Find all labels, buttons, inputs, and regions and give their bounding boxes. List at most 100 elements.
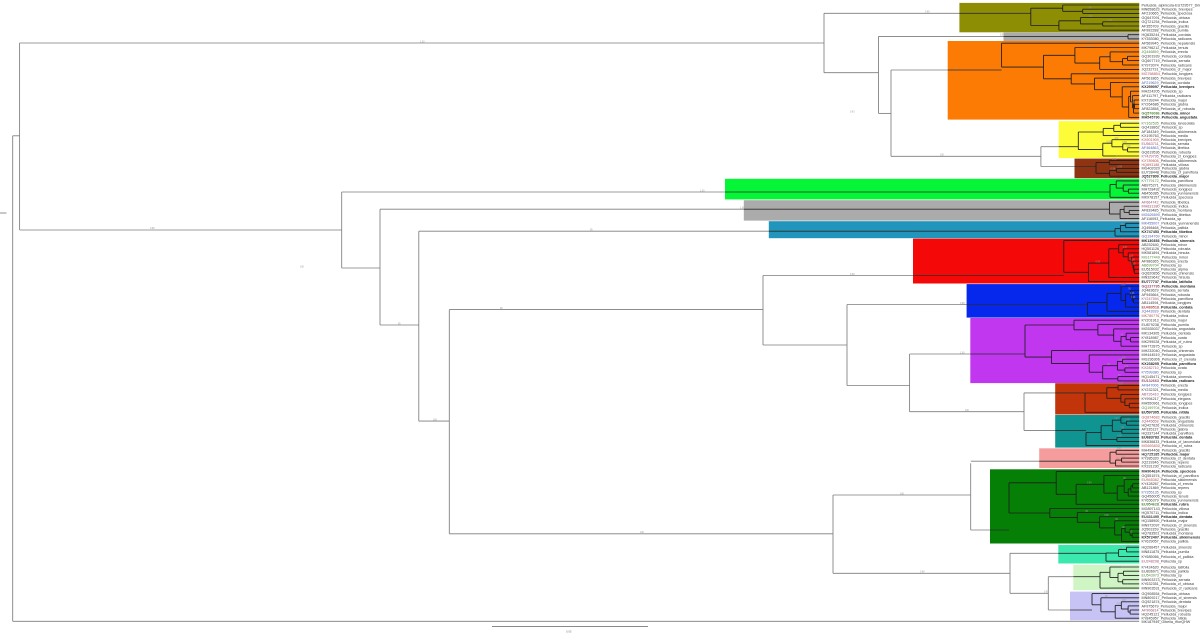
svg-text:GQ199704_Pellucida_indica: GQ199704_Pellucida_indica <box>1142 406 1190 410</box>
svg-text:MG897143_Pellucida_villosa: MG897143_Pellucida_villosa <box>1142 507 1191 511</box>
svg-text:AF464863_Pellucida_tibetica: AF464863_Pellucida_tibetica <box>1142 146 1191 150</box>
svg-text:KY428267_Pellucida_cf_erecta: KY428267_Pellucida_cf_erecta <box>1142 482 1194 486</box>
svg-text:0.98: 0.98 <box>960 303 965 305</box>
svg-text:0.87: 0.87 <box>1114 418 1119 420</box>
svg-text:JQ446859_Pellucida_erecta: JQ446859_Pellucida_erecta <box>1142 50 1189 54</box>
svg-text:MG177449_Pellucida_minor: MG177449_Pellucida_minor <box>1142 255 1189 259</box>
svg-text:MK134305_Pellucida_dentata: MK134305_Pellucida_dentata <box>1142 331 1192 335</box>
svg-text:MG626690_Pellucida_tibetica: MG626690_Pellucida_tibetica <box>1142 213 1192 217</box>
svg-text:0.99: 0.99 <box>1111 169 1116 171</box>
svg-text:0.99: 0.99 <box>1044 592 1049 594</box>
svg-text:0.99: 0.99 <box>1087 46 1092 48</box>
svg-text:GQ619536_Pellucida_robusta: GQ619536_Pellucida_robusta <box>1142 150 1192 154</box>
svg-text:0.98: 0.98 <box>1121 208 1126 210</box>
svg-text:0.87: 0.87 <box>1123 247 1128 249</box>
svg-text:MK978157_Pellucida_speciosa: MK978157_Pellucida_speciosa <box>1142 196 1194 200</box>
svg-text:EU879238_Pellucida_pumila: EU879238_Pellucida_pumila <box>1142 323 1190 327</box>
svg-text:GQ647091_Pellucida_obtusa: GQ647091_Pellucida_obtusa <box>1142 16 1191 20</box>
svg-text:1.00: 1.00 <box>1112 159 1117 161</box>
svg-text:KX739244_Pellucida_major: KX739244_Pellucida_major <box>1142 98 1188 102</box>
svg-text:0.99: 0.99 <box>1087 483 1092 485</box>
svg-text:MG693830_Pellucida_cf_rubra: MG693830_Pellucida_cf_rubra <box>1142 444 1194 448</box>
svg-text:EU777737_Pellucida_latifolia: EU777737_Pellucida_latifolia <box>1142 280 1194 284</box>
svg-text:KY845957_Pellucida_nitida: KY845957_Pellucida_nitida <box>1142 617 1188 621</box>
svg-text:KX259097_Pellucida_brevipes: KX259097_Pellucida_brevipes <box>1142 85 1195 89</box>
svg-text:0.99: 0.99 <box>1131 297 1136 299</box>
svg-text:KY429795_Pellucida_cf_longipes: KY429795_Pellucida_cf_longipes <box>1142 154 1197 158</box>
svg-text:EU543973_Pellucida_sp: EU543973_Pellucida_sp <box>1142 574 1182 578</box>
svg-text:0.98: 0.98 <box>1131 98 1136 100</box>
svg-text:1.00: 1.00 <box>700 190 705 192</box>
svg-text:95: 95 <box>1107 364 1110 366</box>
svg-text:KY656379_Pellucida_yunnanensis: KY656379_Pellucida_yunnanensis <box>1142 499 1199 503</box>
svg-text:MH831380_Pellucida_indica: MH831380_Pellucida_indica <box>1142 205 1190 209</box>
svg-text:KY247594_Pellucida_parviflora: KY247594_Pellucida_parviflora <box>1142 297 1194 301</box>
svg-text:MH772875_Pellucida_sp: MH772875_Pellucida_sp <box>1142 345 1183 349</box>
svg-text:AF906814_Pellucida_brevipes: AF906814_Pellucida_brevipes <box>1142 608 1192 612</box>
svg-text:GQ456005_Pellucida_tenuis: GQ456005_Pellucida_tenuis <box>1142 494 1189 498</box>
svg-text:GQ908554_Pellucida_obtusa: GQ908554_Pellucida_obtusa <box>1142 592 1191 596</box>
svg-text:MN972097_Pellucida_cf_sinensis: MN972097_Pellucida_cf_sinensis <box>1142 523 1198 527</box>
svg-text:EU683783_Pellucida_dentata: EU683783_Pellucida_dentata <box>1142 436 1194 440</box>
svg-text:KX747453_Pellucida_tibetica: KX747453_Pellucida_tibetica <box>1142 230 1194 234</box>
svg-text:100: 100 <box>1122 358 1127 360</box>
svg-text:MN329642_Pellucida_hirsuta: MN329642_Pellucida_hirsuta <box>1142 276 1191 280</box>
svg-text:HQ337144_Pellucida_parviflora: HQ337144_Pellucida_parviflora <box>1142 432 1195 436</box>
svg-text:100: 100 <box>1114 138 1119 140</box>
svg-text:98: 98 <box>1105 596 1108 598</box>
svg-text:1.00: 1.00 <box>420 41 425 43</box>
svg-text:0.93: 0.93 <box>1000 35 1005 37</box>
svg-text:100: 100 <box>1124 366 1129 368</box>
svg-text:0.93: 0.93 <box>1125 419 1130 421</box>
svg-text:1.00: 1.00 <box>1107 20 1112 22</box>
svg-text:GQ301939_Pellucida_cordata: GQ301939_Pellucida_cordata <box>1142 55 1192 59</box>
svg-text:HQ835244_Pellucida_cordata: HQ835244_Pellucida_cordata <box>1142 33 1192 37</box>
svg-text:MK455007_Pellucida_yunnanensis: MK455007_Pellucida_yunnanensis <box>1142 222 1200 226</box>
svg-text:EU489518_Pellucida_cordata: EU489518_Pellucida_cordata <box>1142 305 1194 309</box>
svg-text:AF210665_Pellucida_speciosa: AF210665_Pellucida_speciosa <box>1142 12 1194 16</box>
svg-text:0.99: 0.99 <box>1117 436 1122 438</box>
svg-text:EU836971_Pellucida_pallida: EU836971_Pellucida_pallida <box>1142 570 1190 574</box>
svg-text:100: 100 <box>1117 449 1122 451</box>
svg-text:100: 100 <box>1089 16 1094 18</box>
svg-text:EU515032_Pellucida_alpina: EU515032_Pellucida_alpina <box>1142 268 1189 272</box>
svg-text:AF219629_Pellucida_cordata: AF219629_Pellucida_cordata <box>1142 81 1191 85</box>
svg-text:MH545790_Pellucida_angustata: MH545790_Pellucida_angustata <box>1142 116 1199 120</box>
svg-text:KY424620_Pellucida_latifolia: KY424620_Pellucida_latifolia <box>1142 565 1191 569</box>
svg-text:98: 98 <box>1121 428 1124 430</box>
svg-text:AF335137_Pellucida_glabra: AF335137_Pellucida_glabra <box>1142 428 1189 432</box>
svg-text:0.87: 0.87 <box>1084 72 1089 74</box>
svg-text:95: 95 <box>1127 209 1130 211</box>
svg-text:AF184349_Pellucida_sikkimensis: AF184349_Pellucida_sikkimensis <box>1142 130 1197 134</box>
svg-text:KY232321_Pellucida_media: KY232321_Pellucida_media <box>1142 388 1189 392</box>
svg-text:KY994217_Pellucida_elegans: KY994217_Pellucida_elegans <box>1142 397 1191 401</box>
svg-text:KY353080_Pellucida_radicans: KY353080_Pellucida_radicans <box>1142 37 1192 41</box>
svg-text:GQ721254_Pellucida_indica: GQ721254_Pellucida_indica <box>1142 20 1190 24</box>
svg-text:100: 100 <box>900 493 905 495</box>
svg-text:1.00: 1.00 <box>1131 263 1136 265</box>
svg-text:KY162535_Pellucida_lanceolata: KY162535_Pellucida_lanceolata <box>1142 122 1196 126</box>
svg-text:98: 98 <box>1120 548 1123 550</box>
svg-text:AF945664_Pellucida_robusta: AF945664_Pellucida_robusta <box>1142 293 1191 297</box>
svg-text:EU563711_Pellucida_serrata: EU563711_Pellucida_serrata <box>1142 142 1191 146</box>
svg-text:0.99: 0.99 <box>1125 546 1130 548</box>
svg-text:95: 95 <box>398 323 401 325</box>
svg-text:AF975679_Pellucida_major: AF975679_Pellucida_major <box>1142 604 1188 608</box>
svg-text:MK187949_Gibelia_morQHW: MK187949_Gibelia_morQHW <box>1142 620 1191 624</box>
svg-text:AB699704_Pellucida_sp: AB699704_Pellucida_sp <box>1142 263 1182 267</box>
svg-text:Pellucida_alpinicola-EU729577_: Pellucida_alpinicola-EU729577_Drimmersk_… <box>1142 3 1200 7</box>
svg-text:0.98: 0.98 <box>1107 142 1112 144</box>
svg-text:0.87: 0.87 <box>1121 285 1126 287</box>
svg-text:KX238205_Pellucida_parviflora: KX238205_Pellucida_parviflora <box>1142 362 1197 366</box>
svg-text:AB121869_Pellucida_repens: AB121869_Pellucida_repens <box>1142 486 1190 490</box>
svg-text:AB726410_Pellucida_longipes: AB726410_Pellucida_longipes <box>1142 393 1192 397</box>
svg-text:JQ445658_Pellucida_angustata: JQ445658_Pellucida_angustata <box>1142 419 1195 423</box>
svg-text:JQ498468_Pellucida_pallida: JQ498468_Pellucida_pallida <box>1142 226 1190 230</box>
svg-text:AB975271_Pellucida_sikkimensis: AB975271_Pellucida_sikkimensis <box>1142 183 1197 187</box>
svg-text:KX789606_Pellucida_sikkimensis: KX789606_Pellucida_sikkimensis <box>1142 159 1197 163</box>
svg-text:100: 100 <box>1117 179 1122 181</box>
svg-text:AF411797_Pellucida_radicans: AF411797_Pellucida_radicans <box>1142 94 1192 98</box>
svg-text:AB456385_Pellucida_yunnanensis: AB456385_Pellucida_yunnanensis <box>1142 192 1199 196</box>
svg-text:KY201913_Pellucida_major: KY201913_Pellucida_major <box>1142 318 1188 322</box>
svg-text:95: 95 <box>1121 335 1124 337</box>
